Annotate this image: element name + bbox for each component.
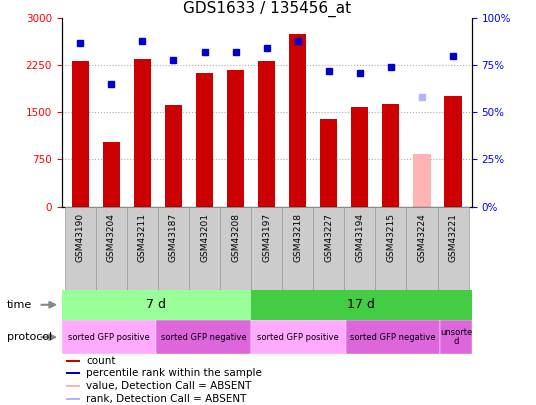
Bar	[440, 320, 472, 354]
Bar	[66, 373, 80, 374]
Text: sorted GFP negative: sorted GFP negative	[350, 333, 436, 342]
Bar	[103, 142, 120, 207]
Bar	[406, 207, 437, 290]
Bar	[351, 107, 368, 207]
Text: percentile rank within the sample: percentile rank within the sample	[86, 369, 262, 378]
Bar	[158, 207, 189, 290]
Bar	[66, 385, 80, 387]
Text: sorted GFP positive: sorted GFP positive	[68, 333, 150, 342]
Bar	[62, 320, 157, 354]
Text: rank, Detection Call = ABSENT: rank, Detection Call = ABSENT	[86, 394, 247, 404]
Text: time: time	[7, 300, 32, 310]
Bar	[196, 73, 213, 207]
Bar	[289, 34, 306, 207]
Bar	[66, 398, 80, 400]
Bar	[346, 320, 440, 354]
Bar	[96, 207, 127, 290]
Bar	[251, 290, 472, 320]
Text: GSM43227: GSM43227	[324, 213, 333, 262]
Text: GSM43218: GSM43218	[293, 213, 302, 262]
Bar	[444, 96, 461, 207]
Bar	[65, 207, 96, 290]
Text: GSM43204: GSM43204	[107, 213, 116, 262]
Text: 7 d: 7 d	[146, 298, 166, 311]
Text: unsorte
d: unsorte d	[440, 328, 472, 346]
Bar	[227, 70, 244, 207]
Bar	[313, 207, 344, 290]
Bar	[251, 320, 346, 354]
Bar	[134, 59, 151, 207]
Text: sorted GFP positive: sorted GFP positive	[257, 333, 339, 342]
Bar	[72, 61, 89, 207]
Text: 17 d: 17 d	[347, 298, 375, 311]
Bar	[251, 207, 282, 290]
Bar	[62, 290, 251, 320]
Text: GSM43187: GSM43187	[169, 213, 178, 262]
Bar	[413, 154, 430, 207]
Text: GSM43208: GSM43208	[231, 213, 240, 262]
Title: GDS1633 / 135456_at: GDS1633 / 135456_at	[183, 1, 351, 17]
Bar	[282, 207, 313, 290]
Text: protocol: protocol	[7, 332, 52, 342]
Bar	[157, 320, 251, 354]
Text: value, Detection Call = ABSENT: value, Detection Call = ABSENT	[86, 381, 251, 391]
Text: GSM43190: GSM43190	[76, 213, 85, 262]
Bar	[437, 207, 468, 290]
Bar	[220, 207, 251, 290]
Text: GSM43224: GSM43224	[418, 213, 427, 262]
Text: GSM43197: GSM43197	[262, 213, 271, 262]
Text: GSM43221: GSM43221	[449, 213, 458, 262]
Text: GSM43194: GSM43194	[355, 213, 364, 262]
Text: GSM43211: GSM43211	[138, 213, 147, 262]
Bar	[375, 207, 406, 290]
Bar	[66, 360, 80, 362]
Bar	[165, 105, 182, 207]
Text: sorted GFP negative: sorted GFP negative	[161, 333, 247, 342]
Bar	[320, 119, 337, 207]
Bar	[382, 104, 399, 207]
Bar	[127, 207, 158, 290]
Bar	[344, 207, 375, 290]
Bar	[189, 207, 220, 290]
Text: GSM43201: GSM43201	[200, 213, 209, 262]
Text: GSM43215: GSM43215	[386, 213, 396, 262]
Bar	[258, 61, 275, 207]
Text: count: count	[86, 356, 116, 366]
